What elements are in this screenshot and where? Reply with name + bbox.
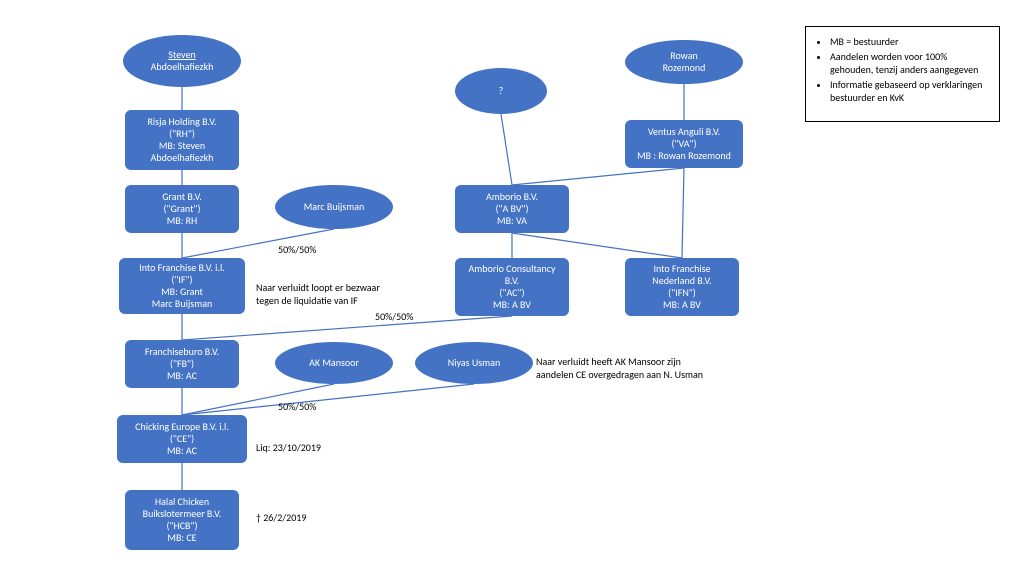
- node-hcb: Halal ChickenBuikslotermeer B.V.("HCB")M…: [125, 490, 239, 550]
- node-text: Abdoelhafiezkh: [151, 152, 214, 164]
- node-text: MB : Rowan Rozemond: [637, 150, 731, 162]
- node-ac: Amborio ConsultancyB.V.("AC")MB: A BV: [455, 258, 569, 316]
- legend-list: MB = bestuurder Aandelen worden voor 100%…: [816, 35, 989, 104]
- node-niyas: Niyas Usman: [415, 342, 533, 384]
- node-text: MB: AC: [167, 445, 197, 457]
- legend-item: Informatie gebaseerd op verklaringen bes…: [830, 78, 989, 104]
- node-akm: AK Mansoor: [275, 342, 393, 384]
- node-text: MB: VA: [497, 215, 527, 227]
- node-ifn: Into FranchiseNederland B.V.("IFN")MB: A…: [625, 258, 739, 316]
- node-text: MB: A BV: [663, 299, 701, 311]
- annotation-label: Naar verluidt loopt er bezwaar tegen de …: [256, 281, 380, 307]
- node-ce: Chicking Europe B.V. i.l.("CE")MB: AC: [117, 415, 247, 463]
- edge-va-abv: [512, 168, 684, 185]
- annotation-label: Naar verluidt heeft AK Mansoor zijn aand…: [536, 355, 703, 381]
- node-text: Abdoelhafiezkh: [151, 61, 214, 73]
- node-text: MB: A BV: [493, 299, 531, 311]
- annotation-label: † 26/2/2019: [256, 511, 306, 524]
- annotation-label: 50%/50%: [278, 243, 316, 256]
- edge-abv-ifn: [512, 233, 682, 258]
- node-text: MB: AC: [167, 370, 197, 382]
- legend-item: MB = bestuurder: [830, 35, 989, 48]
- node-text: AK Mansoor: [309, 357, 359, 369]
- node-marc: Marc Buijsman: [275, 185, 393, 229]
- node-text: Marc Buijsman: [304, 201, 365, 213]
- diagram-canvas: StevenAbdoelhafiezkh Risja Holding B.V.("…: [0, 0, 1024, 576]
- node-steven: StevenAbdoelhafiezkh: [123, 35, 241, 87]
- edge-va-ifn: [682, 168, 684, 258]
- annotation-label: Liq: 23/10/2019: [256, 441, 321, 454]
- annotation-label: 50%/50%: [375, 310, 413, 323]
- node-fb: Franchiseburo B.V.("FB")MB: AC: [125, 340, 239, 388]
- node-q: ?: [455, 68, 547, 114]
- node-if: Into Franchise B.V. i.l.("IF")MB: GrantM…: [119, 258, 245, 314]
- node-grant: Grant B.V.("Grant")MB: RH: [125, 185, 239, 233]
- legend-box: MB = bestuurder Aandelen worden voor 100%…: [805, 26, 1000, 122]
- node-text: ?: [499, 85, 504, 97]
- node-va: Ventus Anguli B.V.("VA")MB : Rowan Rozem…: [625, 120, 743, 168]
- legend-item: Aandelen worden voor 100% gehouden, tenz…: [830, 50, 989, 76]
- annotation-label: 50%/50%: [278, 400, 316, 413]
- node-rh: Risja Holding B.V.("RH")MB: StevenAbdoel…: [125, 110, 239, 170]
- node-rowan: RowanRozemond: [625, 40, 743, 84]
- node-text: MB: CE: [167, 532, 196, 544]
- node-abv: Amborio B.V.("A BV")MB: VA: [455, 185, 569, 233]
- edge-ac-fb: [182, 316, 512, 340]
- node-text: MB: RH: [167, 215, 198, 227]
- edge-niyas-ce: [182, 384, 474, 415]
- edge-q-abv: [501, 114, 512, 185]
- node-text: Niyas Usman: [448, 357, 500, 369]
- node-text: Rozemond: [663, 62, 706, 74]
- node-text: Marc Buijsman: [152, 298, 213, 310]
